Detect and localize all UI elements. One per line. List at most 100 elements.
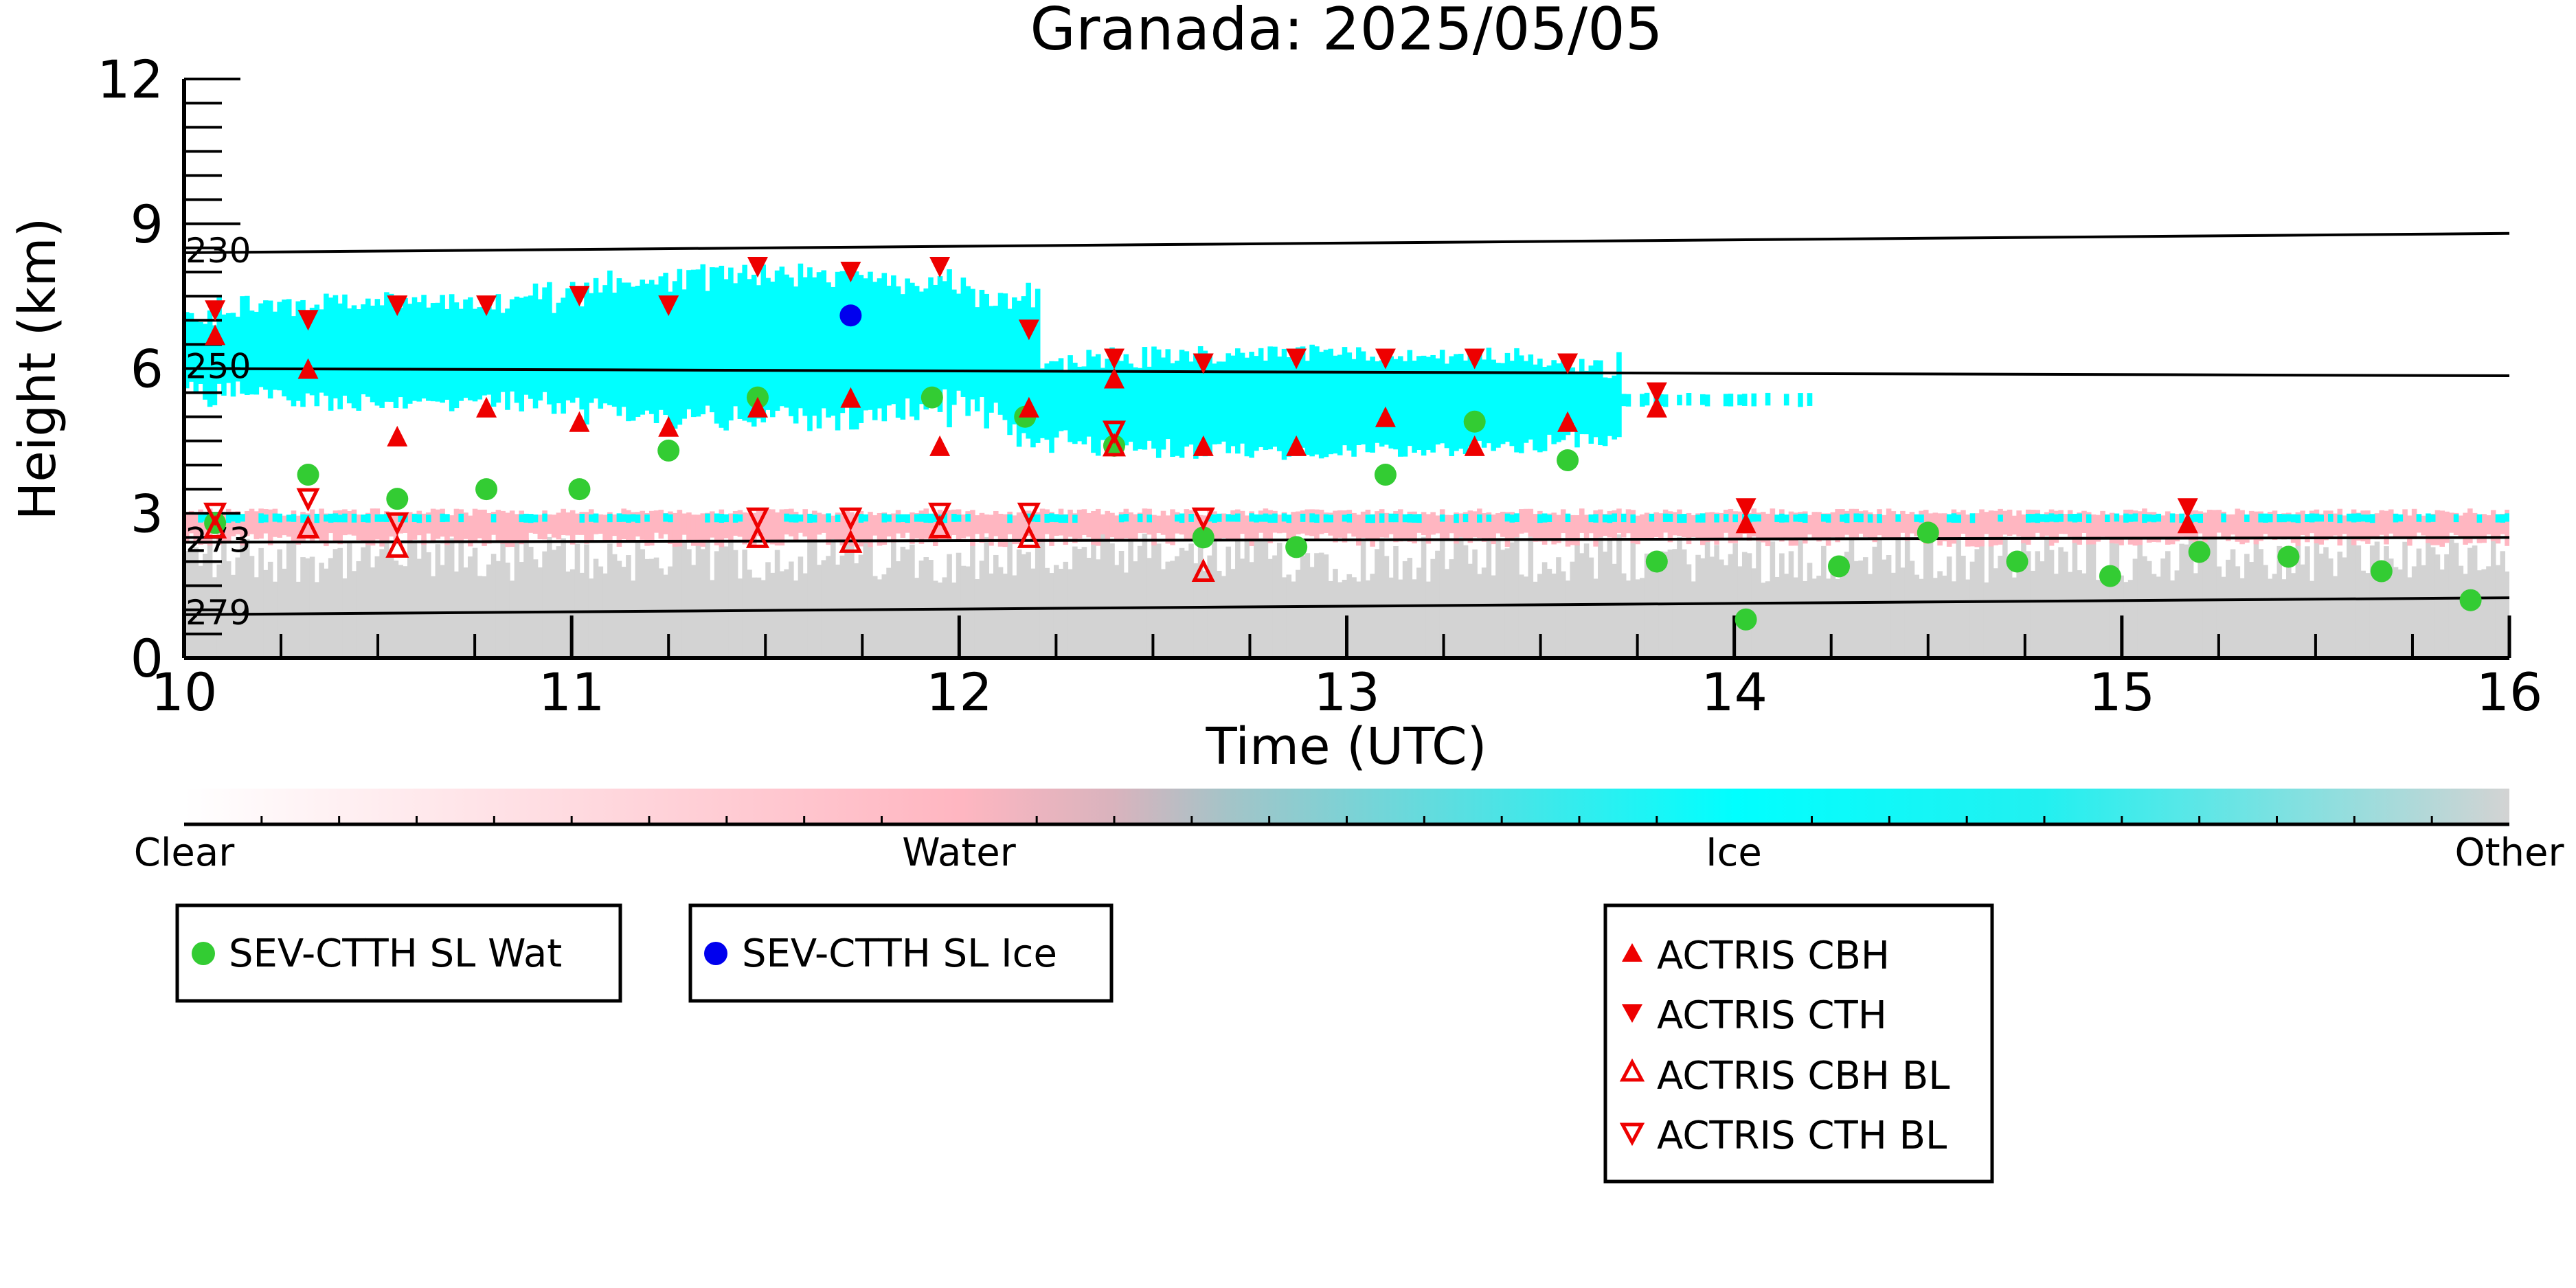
data-point [2370,560,2393,583]
layer-cell [677,510,683,547]
layer-cell [1946,556,1952,658]
layer-cell [2463,574,2468,658]
layer-cell [960,565,967,658]
layer-cell [723,514,729,523]
layer-cell [207,543,213,658]
layer-cell [1221,576,1227,658]
layer-cell [635,512,641,536]
layer-cell [291,540,297,658]
layer-cell [551,550,557,658]
layer-cell [449,294,455,411]
layer-cell [956,515,962,522]
y-tick-label: 9 [131,194,163,255]
layer-cell [723,515,729,539]
layer-cell [1728,554,1734,658]
layer-cell [1528,536,1534,658]
layer-cell [1249,352,1254,458]
layer-cell [1002,293,1008,407]
layer-cell [2025,551,2031,658]
layer-cell [1640,578,1645,658]
layer-cell [1449,356,1455,456]
layer-cell [1630,514,1636,523]
layer-cell [1067,569,1073,658]
layer-cell [2267,578,2273,658]
layer-cell [1076,548,1083,658]
layer-cell [267,300,273,399]
layer-cell [1216,570,1222,658]
layer-cell [430,303,436,402]
layer-cell [1649,557,1655,658]
layer-cell [332,510,339,541]
layer-cell [1454,512,1459,544]
layer-cell [532,559,539,658]
layer-cell [579,514,585,523]
layer-cell [2286,512,2292,539]
layer-cell [1635,579,1640,658]
layer-cell [1835,509,1840,543]
layer-cell [1849,508,1855,540]
data-point [657,439,680,462]
layer-cell [584,512,589,544]
layer-cell [677,534,683,658]
layer-cell [2202,512,2208,542]
layer-cell [532,283,539,399]
layer-cell [1239,558,1245,658]
layer-cell [756,285,762,419]
layer-cell [2281,579,2287,658]
layer-cell [188,549,194,658]
layer-cell [1598,394,1603,405]
layer-cell [1556,363,1561,442]
layer-cell [379,515,385,547]
layer-other [184,532,2509,658]
layer-cell [2193,510,2199,543]
layer-cell [505,308,510,410]
layer-cell [295,301,302,401]
layer-cell [905,549,910,658]
layer-cell [1946,515,1952,547]
layer-cell [1919,578,1924,658]
layer-cell [509,510,515,547]
layer-cell [1751,508,1757,536]
layer-cell [2216,566,2222,658]
layer-cell [1397,579,1403,658]
layer-cell [1407,511,1413,542]
layer-cell [593,513,599,523]
layer-cell [1258,538,1264,658]
layer-cell [1365,580,1371,658]
data-point [928,502,952,526]
layer-cell [588,293,594,403]
layer-cell [1375,549,1380,658]
layer-cell [1276,357,1283,451]
layer-cell [2305,514,2310,523]
layer-cell [1012,297,1017,394]
layer-cell [2160,515,2166,537]
layer-cell [1886,555,1892,658]
layer-cell [2095,515,2101,542]
layer-cell [835,271,841,431]
layer-cell [1309,344,1315,457]
data-point [297,310,319,331]
layer-cell [979,289,985,398]
layer-cell [2505,571,2509,658]
layer-cell [1667,513,1673,522]
layer-cell [839,513,846,546]
layer-cell [1644,392,1650,406]
layer-cell [2500,513,2506,534]
layer-cell [523,513,529,523]
data-point [840,387,861,408]
data-point [569,411,590,432]
layer-cell [1393,513,1399,523]
layer-cell [1969,561,1976,658]
layer-cell [770,572,776,658]
layer-cell [630,512,636,542]
layer-cell [1249,562,1254,658]
layer-cell [579,512,585,535]
layer-cell [1574,371,1580,448]
layer-cell [630,514,636,522]
layer-cell [1137,545,1143,658]
layer-cell [351,509,357,536]
layer-cell [430,508,436,543]
layer-cell [300,557,306,658]
layer-cell [547,514,552,534]
layer-cell [868,512,873,547]
